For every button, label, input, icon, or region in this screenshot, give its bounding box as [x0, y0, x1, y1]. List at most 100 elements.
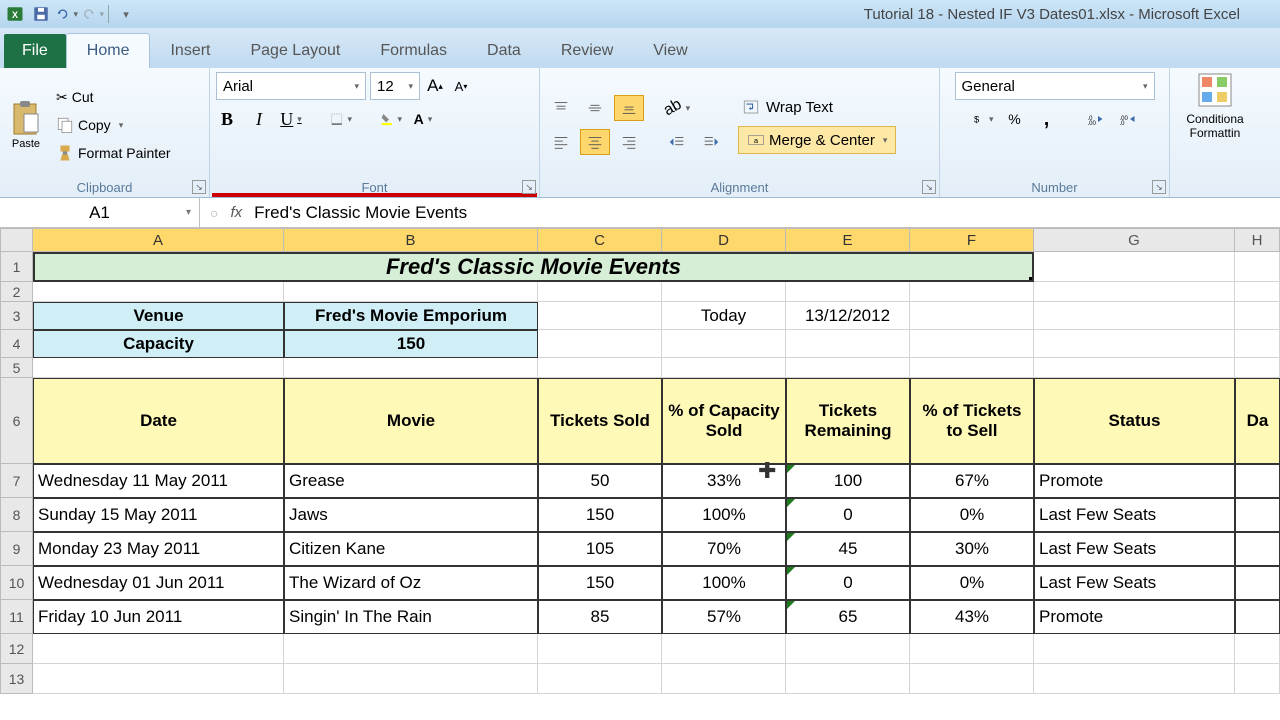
- percent-icon[interactable]: %: [1004, 108, 1026, 130]
- align-top-icon[interactable]: [546, 95, 576, 121]
- col-header-D[interactable]: D: [662, 228, 786, 252]
- clipboard-group-label: Clipboard: [6, 178, 203, 197]
- comma-icon[interactable]: ,: [1036, 108, 1058, 130]
- col-header-E[interactable]: E: [786, 228, 910, 252]
- col-header-B[interactable]: B: [284, 228, 538, 252]
- cut-button[interactable]: ✂Cut: [52, 85, 175, 109]
- cells-area[interactable]: Fred's Classic Movie EventsVenueFred's M…: [33, 252, 1280, 694]
- row-header-9[interactable]: 9: [0, 532, 33, 566]
- paste-label: Paste: [12, 138, 40, 150]
- alignment-launcher[interactable]: ↘: [922, 180, 936, 194]
- row-header-3[interactable]: 3: [0, 302, 33, 330]
- tab-view[interactable]: View: [633, 34, 707, 68]
- scissors-icon: ✂: [56, 89, 68, 106]
- tab-home[interactable]: Home: [66, 33, 151, 68]
- align-bottom-icon[interactable]: [614, 95, 644, 121]
- name-box[interactable]: A1: [0, 198, 200, 227]
- table-header[interactable]: % of Tickets to Sell: [910, 378, 1034, 464]
- excel-icon[interactable]: X: [4, 3, 26, 25]
- increase-indent-icon[interactable]: [696, 129, 726, 155]
- tab-formulas[interactable]: Formulas: [360, 34, 467, 68]
- row-header-11[interactable]: 11: [0, 600, 33, 634]
- number-group-label: Number: [946, 178, 1163, 197]
- conditional-format-icon[interactable]: [1197, 72, 1233, 108]
- fx-icon[interactable]: fx: [230, 204, 242, 221]
- select-all-corner[interactable]: [0, 228, 33, 252]
- table-header[interactable]: Da: [1235, 378, 1280, 464]
- group-number: General▾ $▾ % , .0.00 .00.0 Number ↘: [940, 68, 1170, 197]
- row-header-13[interactable]: 13: [0, 664, 33, 694]
- redo-icon[interactable]: ▾: [82, 3, 104, 25]
- file-tab[interactable]: File: [4, 34, 66, 68]
- table-header[interactable]: Movie: [284, 378, 538, 464]
- grow-font-icon[interactable]: A▴: [424, 75, 446, 97]
- column-headers: ABCDEFGH: [33, 228, 1280, 252]
- col-header-H[interactable]: H: [1235, 228, 1280, 252]
- shrink-font-icon[interactable]: A▾: [450, 75, 472, 97]
- save-icon[interactable]: [30, 3, 52, 25]
- row-header-10[interactable]: 10: [0, 566, 33, 600]
- col-header-A[interactable]: A: [33, 228, 284, 252]
- fill-color-button[interactable]: ▾: [380, 108, 402, 130]
- merge-icon: a: [747, 131, 765, 149]
- ribbon-tabs: File Home Insert Page Layout Formulas Da…: [0, 28, 1280, 68]
- row-header-2[interactable]: 2: [0, 282, 33, 302]
- paste-button[interactable]: Paste: [6, 95, 46, 155]
- merge-center-button[interactable]: aMerge & Center▾: [738, 126, 896, 154]
- font-size-dropdown[interactable]: 12▾: [370, 72, 420, 100]
- align-left-icon[interactable]: [546, 129, 576, 155]
- table-header[interactable]: % of Capacity Sold: [662, 378, 786, 464]
- underline-button[interactable]: U▾: [280, 108, 302, 130]
- row-header-1[interactable]: 1: [0, 252, 33, 282]
- wrap-icon: [742, 98, 760, 116]
- align-middle-icon[interactable]: [580, 95, 610, 121]
- row-header-7[interactable]: 7: [0, 464, 33, 498]
- align-center-icon[interactable]: [580, 129, 610, 155]
- qat-customize-icon[interactable]: ▾: [113, 3, 135, 25]
- col-header-G[interactable]: G: [1034, 228, 1235, 252]
- bold-button[interactable]: B: [216, 108, 238, 130]
- ribbon: Paste ✂Cut Copy▾ Format Painter Clipboar…: [0, 68, 1280, 198]
- group-alignment: ab▾ Wrap Text aMerge & Center▾ Alignment…: [540, 68, 940, 197]
- formula-bar[interactable]: Fred's Classic Movie Events: [254, 203, 467, 223]
- row-header-6[interactable]: 6: [0, 378, 33, 464]
- format-painter-button[interactable]: Format Painter: [52, 141, 175, 165]
- alignment-group-label: Alignment: [546, 178, 933, 197]
- row-header-4[interactable]: 4: [0, 330, 33, 358]
- row-header-8[interactable]: 8: [0, 498, 33, 532]
- tab-data[interactable]: Data: [467, 34, 541, 68]
- decrease-indent-icon[interactable]: [662, 129, 692, 155]
- increase-decimal-icon[interactable]: .0.00: [1084, 108, 1106, 130]
- table-header[interactable]: Tickets Remaining: [786, 378, 910, 464]
- formula-bar-row: A1 ○ fx Fred's Classic Movie Events: [0, 198, 1280, 228]
- tab-insert[interactable]: Insert: [150, 34, 230, 68]
- align-right-icon[interactable]: [614, 129, 644, 155]
- table-header[interactable]: Status: [1034, 378, 1235, 464]
- orientation-icon[interactable]: ab▾: [662, 95, 692, 121]
- row-header-12[interactable]: 12: [0, 634, 33, 664]
- spreadsheet-grid: 12345678910111213 ABCDEFGH Fred's Classi…: [0, 228, 1280, 694]
- undo-icon[interactable]: ▾: [56, 3, 78, 25]
- number-format-dropdown[interactable]: General▾: [955, 72, 1155, 100]
- group-font: Arial▾ 12▾ A▴ A▾ B I U▾ ▾ ▾ A▾ Font ↘: [210, 68, 540, 197]
- tab-review[interactable]: Review: [541, 34, 633, 68]
- title-cell[interactable]: Fred's Classic Movie Events: [33, 252, 1034, 282]
- font-color-button[interactable]: A▾: [412, 108, 434, 130]
- border-button[interactable]: ▾: [330, 108, 352, 130]
- table-header[interactable]: Date: [33, 378, 284, 464]
- copy-button[interactable]: Copy▾: [52, 113, 175, 137]
- wrap-text-button[interactable]: Wrap Text: [738, 96, 896, 118]
- accounting-format-icon[interactable]: $▾: [972, 108, 994, 130]
- col-header-F[interactable]: F: [910, 228, 1034, 252]
- decrease-decimal-icon[interactable]: .00.0: [1116, 108, 1138, 130]
- number-launcher[interactable]: ↘: [1152, 180, 1166, 194]
- clipboard-launcher[interactable]: ↘: [192, 180, 206, 194]
- table-header[interactable]: Tickets Sold: [538, 378, 662, 464]
- tab-page-layout[interactable]: Page Layout: [230, 34, 360, 68]
- font-name-dropdown[interactable]: Arial▾: [216, 72, 366, 100]
- row-header-5[interactable]: 5: [0, 358, 33, 378]
- svg-text:.00: .00: [1087, 121, 1096, 127]
- italic-button[interactable]: I: [248, 108, 270, 130]
- col-header-C[interactable]: C: [538, 228, 662, 252]
- font-launcher[interactable]: ↘: [522, 180, 536, 194]
